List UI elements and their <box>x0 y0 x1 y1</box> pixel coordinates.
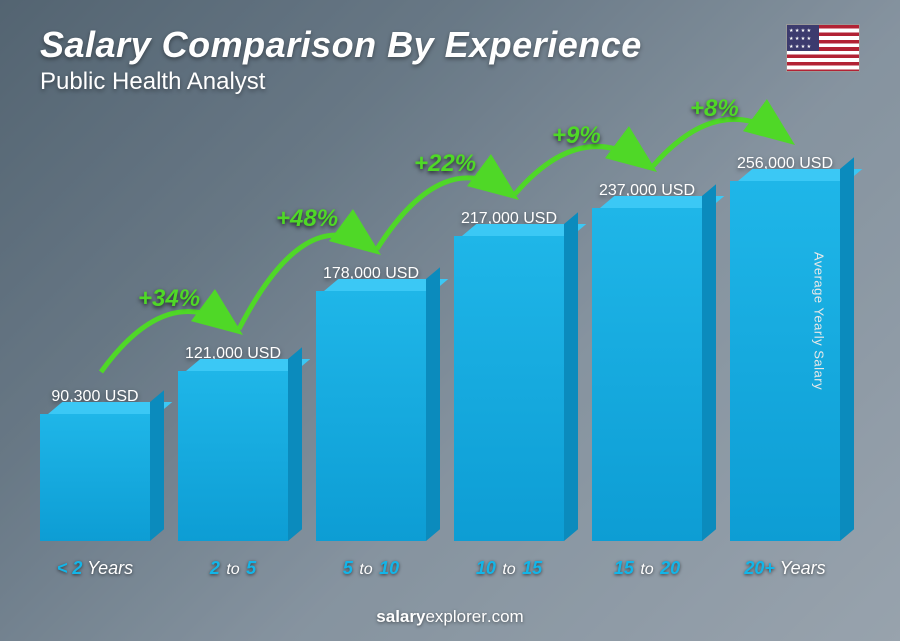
x-label-0: < 2 Years <box>40 558 150 579</box>
x-label-2: 5 to 10 <box>316 558 426 579</box>
increase-label-2: +48% <box>276 205 338 233</box>
footer-brand: salaryexplorer.com <box>0 607 900 627</box>
bar-2: 178,000 USD <box>316 265 426 541</box>
bar-4: 237,000 USD <box>592 182 702 541</box>
x-label-5: 20+ Years <box>730 558 840 579</box>
usa-flag-icon <box>786 24 860 72</box>
increase-label-3: +22% <box>414 150 476 178</box>
bar-1: 121,000 USD <box>178 345 288 541</box>
chart-area: 90,300 USD 121,000 USD 178,000 USD 217,0… <box>40 120 840 571</box>
increase-label-1: +34% <box>138 285 200 313</box>
chart-title: Salary Comparison By Experience <box>40 24 642 66</box>
x-label-4: 15 to 20 <box>592 558 702 579</box>
bar-3: 217,000 USD <box>454 210 564 541</box>
bars-container: 90,300 USD 121,000 USD 178,000 USD 217,0… <box>40 120 840 541</box>
increase-label-5: +8% <box>690 95 739 123</box>
x-label-1: 2 to 5 <box>178 558 288 579</box>
increase-label-4: +9% <box>552 122 601 150</box>
chart-subtitle: Public Health Analyst <box>40 68 642 96</box>
x-label-3: 10 to 15 <box>454 558 564 579</box>
header: Salary Comparison By Experience Public H… <box>40 24 860 96</box>
x-axis-labels: < 2 Years 2 to 5 5 to 10 10 to 15 15 to 20 20… <box>40 558 840 579</box>
bar-0: 90,300 USD <box>40 388 150 541</box>
y-axis-label: Average Yearly Salary <box>811 251 826 389</box>
